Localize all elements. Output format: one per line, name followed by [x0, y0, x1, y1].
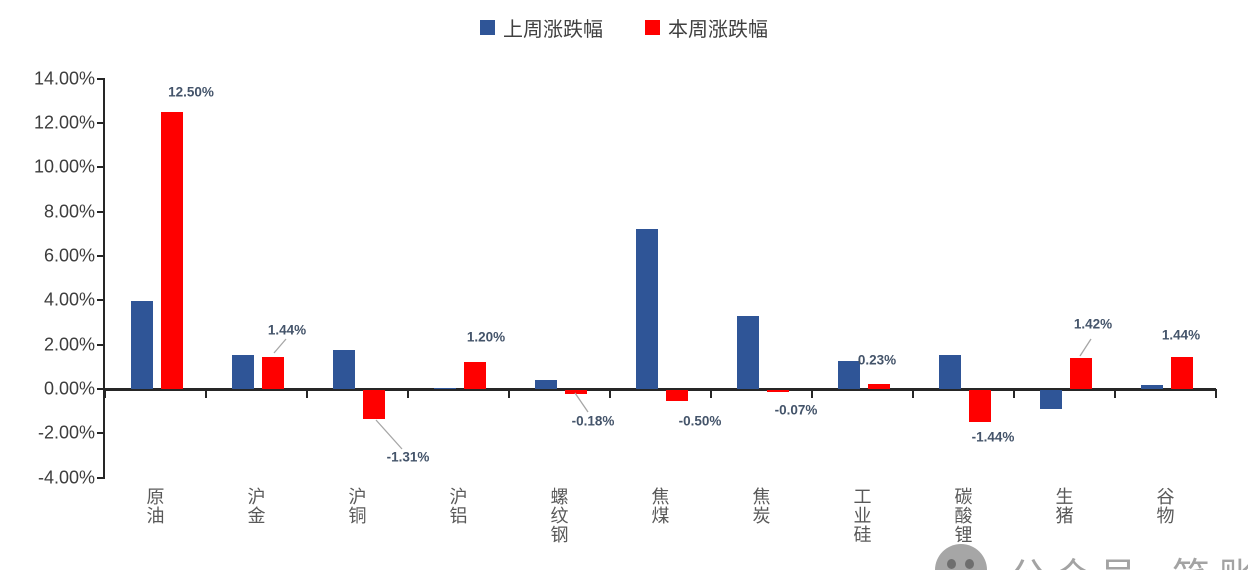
category-label-4: 螺 纹 钢 [550, 487, 569, 545]
legend-item-this-week: 本周涨跌幅 [645, 13, 768, 42]
last-week-bar-7 [837, 361, 860, 389]
y-axis-tick [97, 432, 105, 435]
this-week-bar-2 [362, 390, 385, 420]
leader-line-2 [375, 419, 403, 450]
this-week-bar-9 [1069, 357, 1092, 389]
data-label-10: 1.44% [1161, 327, 1201, 343]
category-label-2: 沪 铜 [348, 487, 367, 526]
y-axis-tick [97, 388, 105, 390]
y-axis-tick-label: 4.00% [43, 289, 95, 310]
chart-legend: 上周涨跌幅 本周涨跌幅 [0, 13, 1248, 42]
leader-line-1 [273, 338, 287, 354]
x-axis-tick [710, 389, 712, 398]
data-label-5: -0.50% [678, 413, 722, 429]
category-label-3: 沪 铝 [449, 487, 468, 526]
x-axis-tick [306, 389, 308, 398]
this-week-bar-6 [766, 390, 789, 392]
watermark-text-2: 笔账 [1172, 546, 1248, 570]
leader-line-4 [574, 392, 589, 413]
this-week-bar-1 [261, 357, 284, 389]
y-axis-tick-label: 0.00% [43, 378, 95, 399]
last-week-bar-2 [332, 349, 355, 389]
data-label-1: 1.44% [267, 322, 307, 338]
this-week-bar-7 [867, 383, 890, 389]
category-label-6: 焦 炭 [752, 487, 771, 526]
x-axis-tick [1215, 389, 1217, 398]
category-label-8: 碳 酸 锂 [954, 487, 973, 545]
x-axis-tick [1114, 389, 1116, 398]
last-week-bar-6 [736, 315, 759, 389]
x-axis-tick [205, 389, 207, 398]
last-week-bar-4 [534, 380, 557, 389]
this-week-bar-3 [463, 362, 486, 389]
this-week-bar-4 [564, 390, 587, 394]
category-label-9: 生 猪 [1055, 487, 1074, 526]
last-week-bar-3 [433, 387, 456, 389]
y-axis-tick [97, 476, 105, 479]
x-axis-tick [811, 389, 813, 398]
y-axis-tick [97, 255, 105, 258]
category-label-1: 沪 金 [247, 487, 266, 526]
x-axis-line [105, 388, 1216, 391]
last-week-bar-8 [938, 354, 961, 389]
data-label-0: 12.50% [168, 84, 214, 100]
category-label-10: 谷 物 [1156, 487, 1175, 526]
last-week-bar-1 [231, 354, 254, 389]
y-axis-line [103, 78, 105, 478]
this-week-bar-10 [1170, 357, 1193, 389]
this-week-bar-8 [968, 390, 991, 422]
x-axis-tick [407, 389, 409, 398]
data-label-9: 1.42% [1073, 316, 1113, 332]
leader-line-9 [1079, 338, 1092, 357]
data-label-8: -1.44% [971, 429, 1015, 445]
category-label-7: 工 业 硅 [853, 487, 872, 545]
data-label-6: -0.07% [774, 402, 818, 418]
legend-item-last-week: 上周涨跌幅 [480, 13, 603, 42]
data-label-4: -0.18% [571, 413, 615, 429]
y-axis-tick-label: -2.00% [37, 422, 95, 443]
data-label-3: 1.20% [466, 329, 506, 345]
y-axis-tick-label: 2.00% [43, 334, 95, 355]
y-axis-tick-label: 10.00% [33, 156, 95, 177]
y-axis-tick [97, 77, 105, 80]
last-week-bar-10 [1140, 384, 1163, 389]
y-axis-tick-label: 8.00% [43, 201, 95, 222]
y-axis-tick [97, 166, 105, 169]
wechat-official-account-icon [935, 544, 987, 570]
watermark: 公众号 笔账 [935, 544, 1248, 570]
this-week-bar-5 [665, 390, 688, 402]
last-week-swatch-icon [480, 20, 495, 35]
y-axis-tick-label: 14.00% [33, 68, 95, 89]
x-axis-tick [104, 389, 106, 398]
x-axis-tick [912, 389, 914, 398]
watermark-text-1: 公众号 [1009, 546, 1144, 570]
x-axis-tick [609, 389, 611, 398]
this-week-bar-0 [160, 112, 183, 389]
data-label-7: 0.23% [857, 352, 897, 368]
category-label-0: 原 油 [146, 487, 165, 526]
this-week-swatch-icon [645, 20, 660, 35]
legend-label-last-week: 上周涨跌幅 [503, 19, 603, 41]
x-axis-tick [1013, 389, 1015, 398]
last-week-bar-5 [635, 229, 658, 389]
y-axis-tick [97, 210, 105, 213]
category-label-5: 焦 煤 [651, 487, 670, 526]
data-label-2: -1.31% [386, 449, 430, 465]
y-axis-tick [97, 343, 105, 346]
last-week-bar-0 [130, 301, 153, 389]
last-week-bar-9 [1039, 390, 1062, 409]
y-axis-tick-label: 12.00% [33, 112, 95, 133]
legend-label-this-week: 本周涨跌幅 [668, 19, 768, 41]
y-axis-tick [97, 299, 105, 302]
y-axis-tick-label: -4.00% [37, 467, 95, 488]
y-axis-tick [97, 122, 105, 125]
x-axis-tick [508, 389, 510, 398]
y-axis-tick-label: 6.00% [43, 245, 95, 266]
